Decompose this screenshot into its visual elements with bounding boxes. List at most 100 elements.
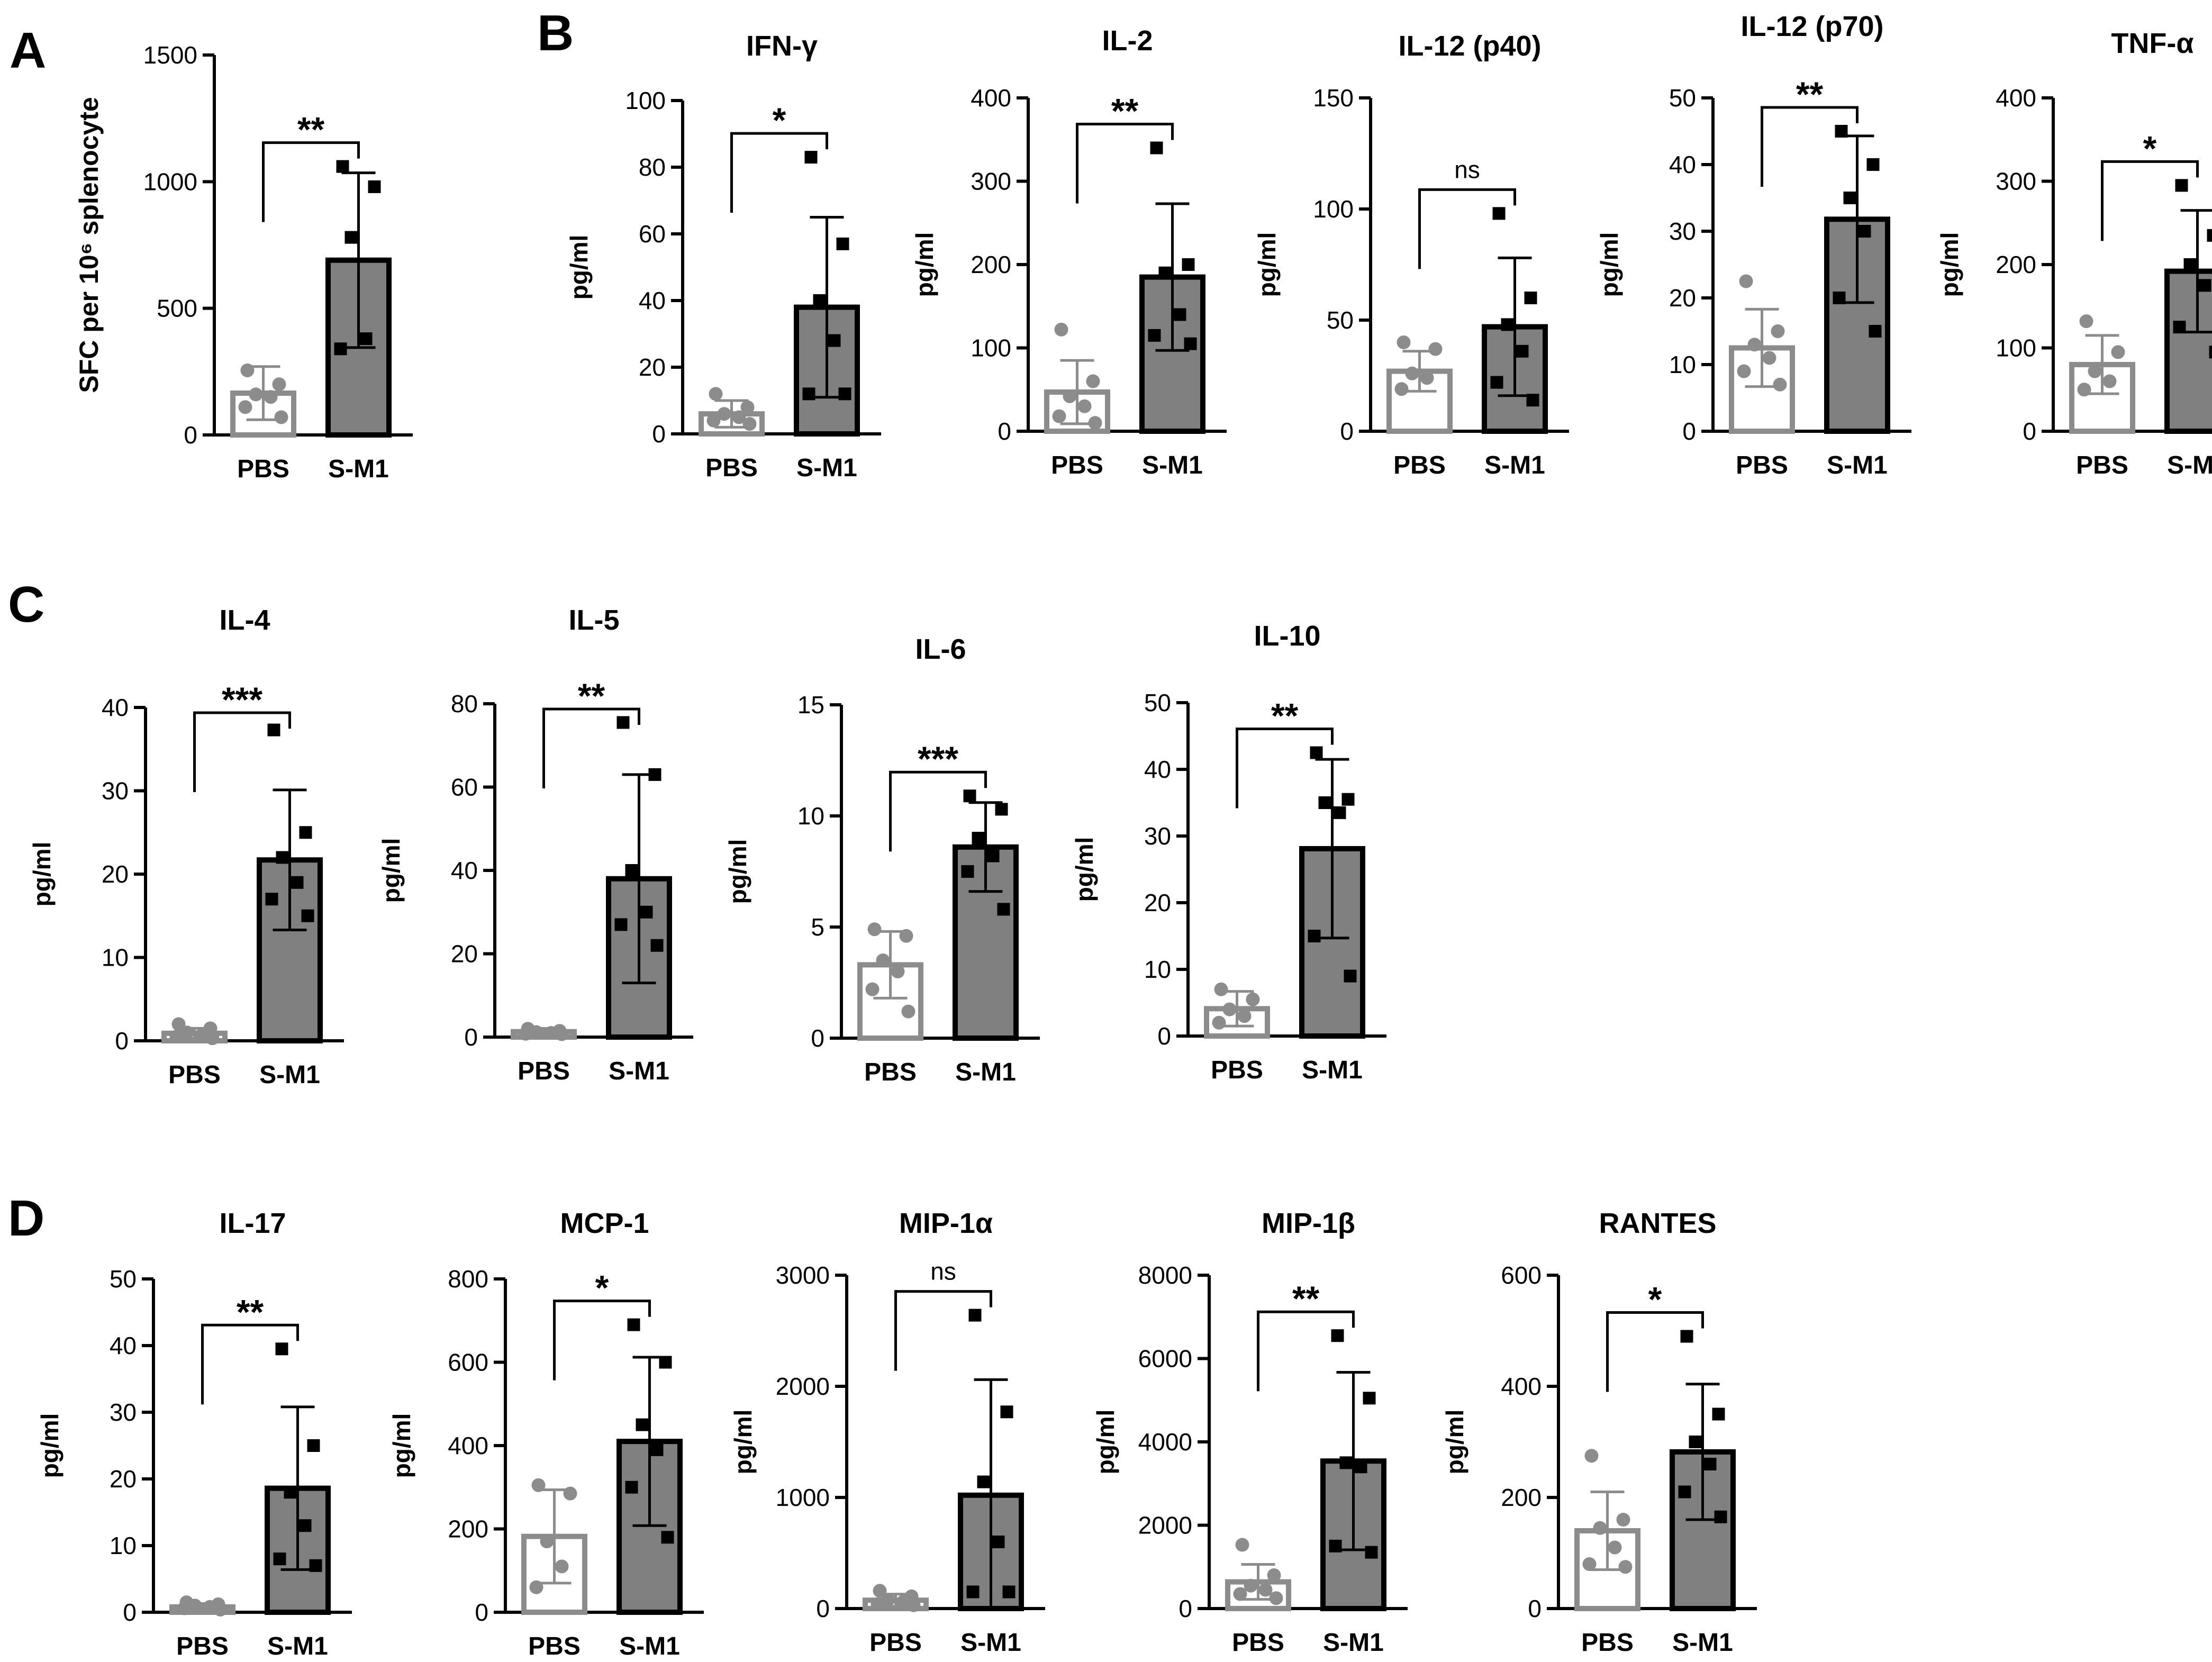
- y-axis-label: pg/ml: [911, 232, 938, 297]
- data-point-s-m1: [1526, 394, 1539, 407]
- y-tick-label: 800: [448, 1265, 488, 1293]
- y-tick-label: 1000: [143, 168, 197, 195]
- data-point-pbs: [706, 413, 721, 428]
- y-tick-label: 30: [1144, 822, 1171, 850]
- chart-title: IL-17: [219, 1207, 286, 1239]
- data-point-s-m1: [617, 716, 630, 729]
- category-label: S-M1: [1484, 451, 1545, 479]
- data-point-pbs: [891, 965, 905, 978]
- y-tick-label: 2000: [776, 1373, 830, 1400]
- data-point-s-m1: [2209, 346, 2212, 359]
- y-tick-label: 0: [464, 1023, 478, 1051]
- data-point-s-m1: [265, 893, 278, 906]
- data-point-pbs: [865, 982, 880, 996]
- data-point-pbs: [717, 407, 731, 421]
- data-point-pbs: [1077, 399, 1092, 413]
- data-point-pbs: [740, 400, 755, 414]
- data-point-pbs: [519, 1027, 533, 1041]
- y-tick-label: 15: [797, 691, 824, 719]
- data-point-pbs: [1054, 322, 1068, 337]
- data-point-s-m1: [368, 180, 381, 193]
- data-point-pbs: [171, 1017, 186, 1031]
- data-point-s-m1: [627, 1318, 640, 1331]
- category-label: PBS: [864, 1058, 917, 1086]
- data-point-s-m1: [968, 1309, 982, 1322]
- data-point-s-m1: [334, 342, 347, 356]
- y-tick-label: 5: [811, 913, 824, 941]
- data-point-s-m1: [1714, 1510, 1727, 1523]
- data-point-s-m1: [2175, 179, 2188, 192]
- data-point-pbs: [1762, 351, 1776, 365]
- data-point-s-m1: [828, 334, 841, 347]
- chart-title: MIP-1α: [899, 1207, 993, 1239]
- y-axis-label: pg/ml: [1441, 1410, 1468, 1475]
- category-label: PBS: [518, 1057, 570, 1085]
- data-point-pbs: [180, 1025, 194, 1040]
- data-point-pbs: [203, 1600, 217, 1614]
- data-point-pbs: [531, 1478, 546, 1492]
- y-axis-label: pg/ml: [1092, 1410, 1119, 1475]
- significance-label: **: [578, 676, 605, 715]
- data-point-s-m1: [1331, 1329, 1344, 1342]
- category-label: PBS: [1232, 1629, 1284, 1657]
- data-point-pbs: [2111, 345, 2125, 359]
- data-point-pbs: [899, 929, 913, 943]
- y-tick-label: 100: [625, 87, 666, 114]
- data-point-s-m1: [1308, 930, 1321, 942]
- data-point-s-m1: [977, 1475, 990, 1488]
- y-tick-label: 0: [1178, 1595, 1192, 1622]
- y-tick-label: 4000: [1138, 1428, 1192, 1456]
- category-label: S-M1: [1827, 451, 1888, 479]
- y-axis-label: pg/ml: [1071, 837, 1098, 902]
- data-point-pbs: [213, 1602, 228, 1616]
- data-point-s-m1: [961, 865, 974, 878]
- chart-rantes: 0 200 400 600 pg/ml RANTES PBS S-M1 *: [1441, 1207, 1757, 1657]
- data-point-pbs: [1582, 1557, 1597, 1571]
- y-axis-label: pg/ml: [1936, 232, 1963, 297]
- data-point-s-m1: [298, 1519, 312, 1532]
- y-tick-label: 50: [110, 1265, 137, 1293]
- category-label: S-M1: [2167, 451, 2212, 479]
- significance-label: ***: [222, 680, 262, 719]
- y-tick-label: 20: [1144, 889, 1171, 916]
- data-point-pbs: [1428, 342, 1443, 356]
- data-point-pbs: [2088, 364, 2102, 378]
- category-label: S-M1: [1302, 1056, 1363, 1084]
- data-point-s-m1: [1843, 192, 1856, 204]
- y-tick-label: 600: [448, 1349, 488, 1376]
- significance-bracket: [1236, 728, 1334, 809]
- data-point-pbs: [249, 387, 263, 402]
- category-label: PBS: [168, 1061, 221, 1089]
- y-axis-label: pg/ml: [565, 235, 593, 300]
- significance-bracket: [201, 1323, 299, 1405]
- data-point-pbs: [1222, 1002, 1237, 1016]
- data-point-s-m1: [650, 939, 664, 952]
- data-point-pbs: [1088, 416, 1102, 430]
- data-point-pbs: [1267, 1568, 1281, 1582]
- bar-s-m1: [257, 857, 323, 1043]
- chart-title: TNF-α: [2111, 28, 2193, 59]
- y-tick-label: 100: [1313, 195, 1354, 223]
- significance-label: *: [1648, 1280, 1662, 1319]
- chart-il-2: 0 100 200 300 400 pg/ml IL-2 PBS S-M1 **: [911, 25, 1227, 479]
- significance-label: *: [773, 101, 786, 140]
- y-tick-label: 0: [475, 1599, 488, 1626]
- category-label: PBS: [1581, 1629, 1634, 1657]
- y-tick-label: 0: [1157, 1022, 1171, 1050]
- y-tick-label: 500: [157, 295, 197, 322]
- significance-bracket: [193, 711, 291, 792]
- significance-bracket: [1076, 123, 1174, 204]
- data-point-s-m1: [275, 1342, 288, 1356]
- data-point-s-m1: [1689, 1436, 1702, 1448]
- data-point-s-m1: [972, 832, 985, 844]
- y-tick-label: 30: [110, 1398, 137, 1426]
- data-point-pbs: [1246, 992, 1260, 1006]
- significance-bracket: [262, 141, 360, 222]
- data-point-s-m1: [966, 1585, 980, 1599]
- data-point-s-m1: [336, 160, 349, 173]
- category-label: PBS: [176, 1632, 229, 1660]
- data-point-s-m1: [1150, 141, 1163, 155]
- y-tick-label: 50: [1669, 84, 1696, 112]
